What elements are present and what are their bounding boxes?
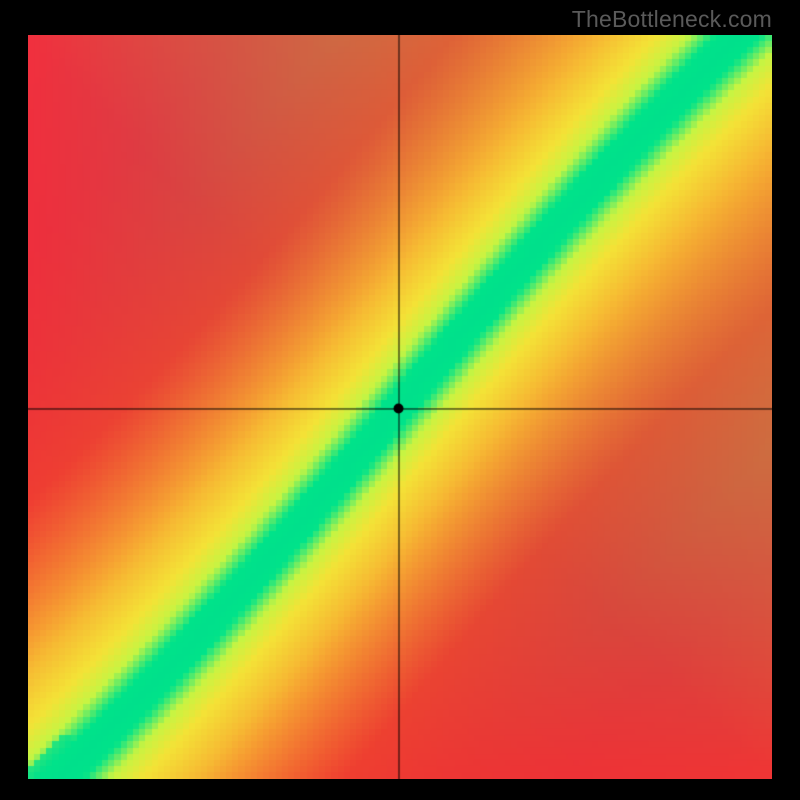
watermark-text: TheBottleneck.com [572, 6, 772, 33]
bottleneck-heatmap [28, 35, 772, 779]
chart-container: TheBottleneck.com [0, 0, 800, 800]
